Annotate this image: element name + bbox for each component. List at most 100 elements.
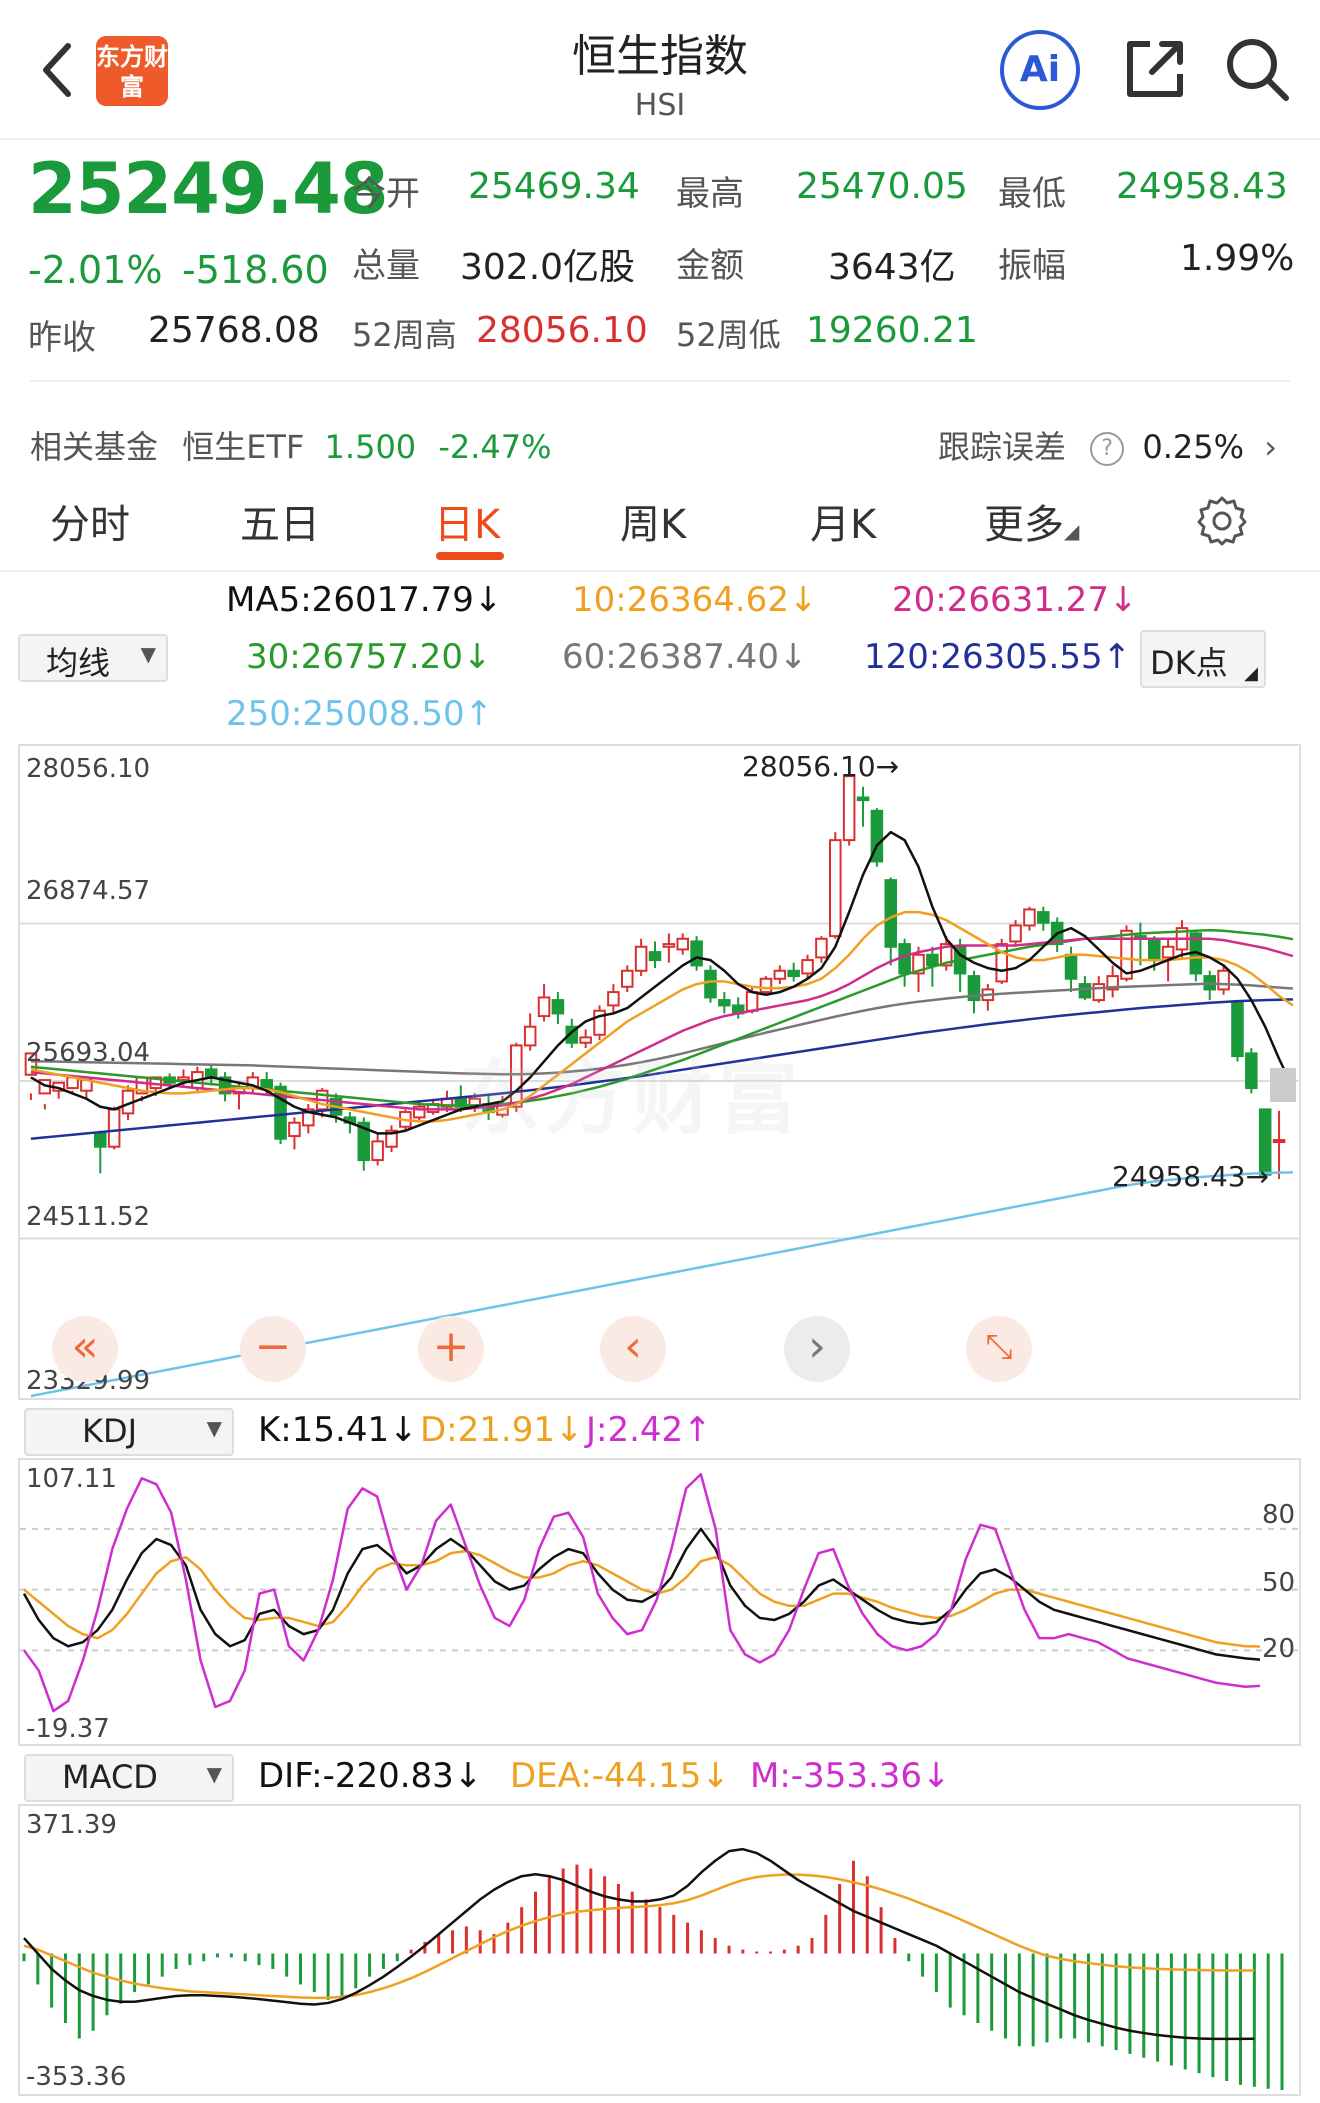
tab-more[interactable]: 更多◢ [984,492,1079,550]
tab-five-day[interactable]: 五日 [240,502,320,548]
candle-body [1106,975,1119,991]
open-value: 25469.34 [468,166,640,207]
dk-point-selector[interactable]: DK点 ◢ [1140,630,1266,688]
last-price: 25249.48 [28,148,389,230]
indicator-selector-macd[interactable]: MACD ▼ [24,1754,234,1802]
help-icon[interactable]: ? [1090,432,1125,466]
candle-body [510,1044,523,1108]
candle-body [939,943,953,967]
ma-selector[interactable]: 均线 ▼ [18,634,168,682]
candle-body [1161,945,1175,959]
candle-body [676,937,690,951]
dropdown-arrow-icon: ▼ [206,1762,222,1786]
candle-body [593,1009,606,1036]
candle-body [357,1121,371,1162]
macd-dif-line [23,1847,1255,2041]
ma250-value: 250:25008.50↑ [226,694,494,734]
kline-axis-label: 24511.52 [26,1202,151,1232]
ma20-line [30,937,1294,1111]
open-label: 今开 [352,174,420,214]
ma5-line [30,830,1295,1135]
candle-body [288,1121,301,1138]
ai-assistant-button[interactable]: Ai [1000,30,1080,110]
candle-body [177,1076,190,1082]
macd-chart[interactable]: 371.39 -353.36 [18,1804,1301,2096]
fullscreen-expand-button[interactable]: ⤡ [966,1316,1032,1382]
macd-dea-value: DEA:-44.15↓ [510,1756,730,1796]
search-icon[interactable] [1224,36,1290,102]
dk-point-label: DK点 [1150,644,1228,682]
page-subtitle: HSI [634,88,686,123]
tab-monthly-k[interactable]: 月K [810,502,877,548]
rewind-fast-button[interactable]: « [52,1316,118,1382]
tracking-error-row[interactable]: 跟踪误差 ? 0.25% › [938,422,1277,468]
scroll-left-button[interactable]: ‹ [600,1316,666,1382]
kline-axis-label: 25693.04 [26,1038,151,1068]
w52-high-value: 28056.10 [476,310,648,351]
kdj-d-value: D:21.91↓ [420,1410,584,1450]
macd-axis-label: -353.36 [26,2062,127,2092]
kdj-k-line [22,1527,1261,1661]
tab-intraday[interactable]: 分时 [50,502,130,548]
kdj-j-value: J:2.42↑ [586,1410,712,1450]
indicator-selector-label: KDJ [82,1412,138,1450]
candle-body [1272,1139,1286,1144]
candle-body [634,945,648,972]
ma20-value: 20:26631.27↓ [892,580,1138,620]
kline-axis-label: 26874.57 [26,876,151,906]
high-price-marker: 28056.10→ [742,750,900,783]
candle-body [995,943,1008,983]
candle-body [745,991,759,1012]
kline-chart[interactable]: 28056.10 26874.57 25693.04 24511.52 2332… [18,744,1301,1400]
header-bar: 东方财富 恒生指数 HSI Ai [0,0,1320,140]
tab-weekly-k[interactable]: 周K [620,502,687,548]
candle-body [371,1140,384,1162]
macd-dea-line [23,1873,1255,2000]
candle-body [1245,1052,1258,1090]
candle-body [607,991,620,1007]
dropdown-triangle-icon: ◢ [1064,519,1080,543]
candle-body [662,943,676,948]
zoom-out-button[interactable]: − [240,1316,306,1382]
settings-gear-icon[interactable] [1196,494,1248,546]
ma120-value: 120:26305.55↑ [864,637,1132,677]
candle-body [1092,983,1106,1002]
candle-body [1009,924,1022,943]
kdj-plot [20,1472,1299,1713]
back-arrow-icon[interactable] [40,40,74,100]
tab-daily-k[interactable]: 日K [434,502,501,548]
candle-body [787,969,800,978]
scroll-right-button[interactable]: › [784,1316,850,1382]
zoom-in-button[interactable]: + [418,1316,484,1382]
candle-body [1037,911,1050,924]
related-fund-row[interactable]: 相关基金 恒生ETF 1.500 -2.47% [30,422,552,468]
w52-low-value: 19260.21 [806,310,978,351]
share-icon[interactable] [1122,36,1188,102]
candle-body [551,999,565,1015]
page-title: 恒生指数 [572,31,748,82]
candle-body [565,1025,579,1044]
amplitude-label: 振幅 [998,246,1066,286]
kdj-chart[interactable]: 107.11 -19.37 80 50 20 [18,1458,1301,1746]
fund-change: -2.47% [438,428,552,466]
candle-body [260,1079,273,1090]
current-price-tag [1270,1068,1296,1102]
amplitude-value: 1.99% [1180,238,1295,279]
candle-body [454,1097,468,1108]
ma-selector-label: 均线 [46,644,111,682]
indicator-selector-kdj[interactable]: KDJ ▼ [24,1408,234,1456]
candle-body [842,775,856,842]
candle-body [773,969,787,980]
candle-body [579,1036,592,1044]
low-label: 最低 [998,174,1066,214]
kdj-d-line [23,1549,1261,1648]
candle-body [870,809,884,863]
candle-body [926,953,939,967]
low-price-marker: 24958.43→ [1112,1160,1270,1193]
candle-body [1120,929,1133,980]
candle-body [1217,969,1230,991]
fund-price: 1.500 [324,428,417,466]
ma5-value: MA5:26017.79↓ [226,580,503,620]
watermark: 东方财富 [460,1052,804,1145]
candle-body [1147,937,1161,962]
